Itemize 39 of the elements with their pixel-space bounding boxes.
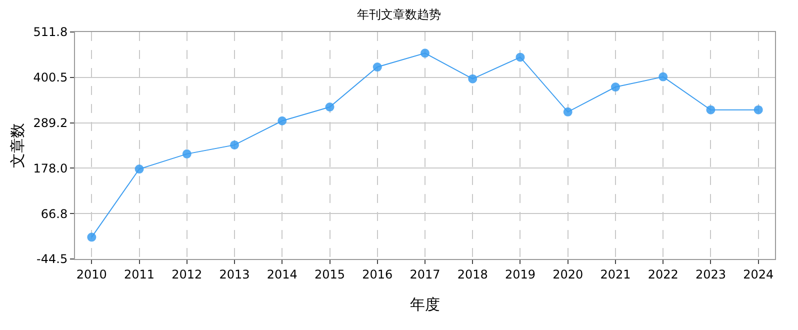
x-tick-label: 2019 bbox=[504, 267, 536, 282]
point bbox=[658, 72, 668, 82]
point bbox=[420, 48, 430, 58]
point bbox=[278, 116, 287, 126]
y-tick-label: 511.8 bbox=[33, 25, 68, 40]
point bbox=[372, 62, 382, 72]
x-tick-label: 2016 bbox=[362, 267, 393, 282]
point bbox=[516, 52, 525, 62]
chart-title: 年刊文章数趋势 bbox=[357, 7, 441, 22]
x-tick-label: 2018 bbox=[457, 267, 488, 282]
x-tick-label: 2022 bbox=[648, 267, 678, 282]
point bbox=[87, 232, 96, 242]
x-tick-label: 2012 bbox=[172, 267, 202, 282]
point bbox=[134, 164, 144, 174]
point bbox=[325, 102, 334, 112]
x-axis-title: 年度 bbox=[410, 295, 440, 314]
x-tick-label: 2013 bbox=[219, 267, 250, 282]
y-tick-label: -44.5 bbox=[36, 252, 68, 266]
point bbox=[563, 107, 572, 116]
x-tick-label: 2011 bbox=[124, 267, 155, 282]
y-tick-label: 178.0 bbox=[33, 161, 68, 176]
point bbox=[468, 74, 478, 84]
y-tick-label: 400.5 bbox=[33, 70, 68, 85]
point bbox=[182, 149, 192, 158]
point bbox=[754, 105, 763, 114]
x-tick-label: 2014 bbox=[266, 267, 298, 282]
x-tick-label: 2017 bbox=[410, 267, 440, 282]
y-tick-label: 289.2 bbox=[33, 116, 68, 130]
point bbox=[230, 140, 240, 150]
y-tick-label: 66.8 bbox=[40, 206, 68, 221]
x-tick-label: 2021 bbox=[600, 267, 631, 282]
x-tick-label: 2023 bbox=[695, 267, 726, 282]
y-axis-title: 文章数 bbox=[8, 123, 26, 168]
point bbox=[706, 105, 716, 114]
x-tick-label: 2024 bbox=[743, 267, 774, 282]
x-tick-label: 2015 bbox=[314, 267, 346, 282]
point bbox=[610, 82, 620, 92]
x-tick-label: 2010 bbox=[76, 267, 107, 282]
x-tick-label: 2020 bbox=[552, 267, 584, 282]
